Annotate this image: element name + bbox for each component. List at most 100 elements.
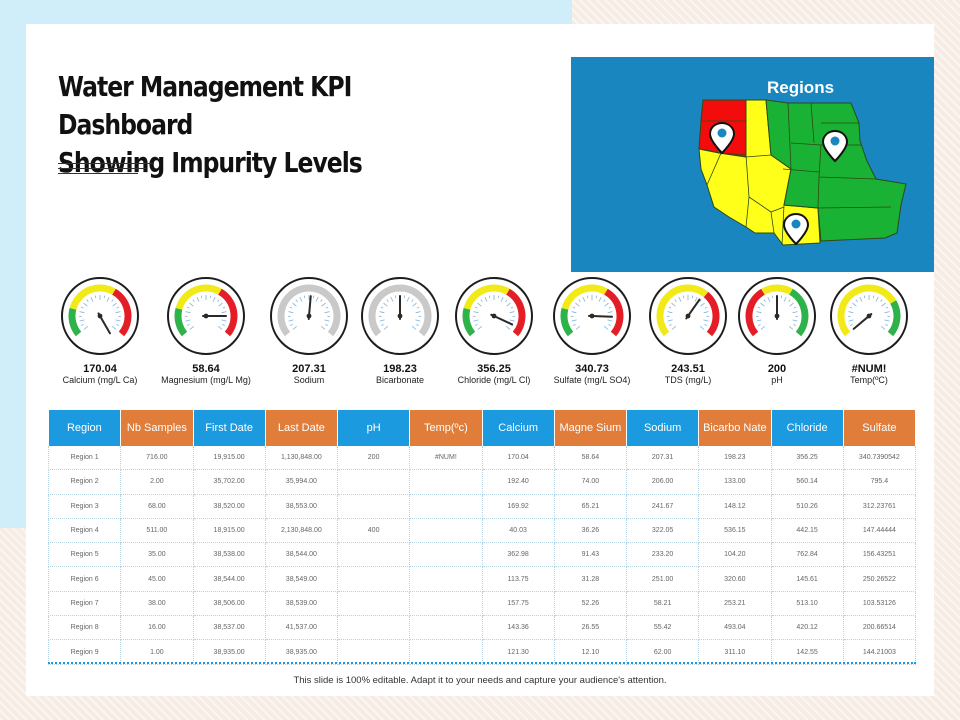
table-cell: 510.26: [771, 494, 844, 519]
gauge-tick: [872, 295, 875, 299]
gauge-tick: [315, 296, 319, 302]
table-cell: [409, 639, 483, 665]
table-cell: 2.00: [120, 469, 194, 495]
table-cell: 1.00: [120, 639, 194, 665]
gauge-tick: [608, 306, 612, 309]
table-cell: 12.10: [554, 639, 628, 665]
gauge-band-green: [68, 307, 82, 337]
column-header: Bicarbo Nate: [698, 410, 772, 446]
gauge-tick: [90, 296, 94, 302]
gauge-hub: [589, 313, 595, 319]
gauge-bicarbonate: 198.23 Bicarbonate: [350, 276, 450, 386]
gauge-tick: [111, 299, 114, 302]
table-cell: 104.20: [698, 542, 772, 568]
gauge-tick: [880, 299, 883, 302]
table-cell: 38,537.00: [193, 615, 266, 641]
table-cell: 362.98: [482, 542, 555, 568]
table-cell: Region 4: [47, 518, 122, 544]
table-cell: 36.26: [554, 518, 628, 544]
gauge-label: pH: [771, 375, 783, 385]
table-cell: 716.00: [120, 446, 194, 471]
gauge-tick: [699, 325, 705, 330]
table-cell: [409, 494, 483, 519]
gauge-tick: [771, 295, 774, 299]
gauge-hub: [866, 313, 872, 319]
gauge-tick: [859, 296, 863, 302]
gauge-tick: [189, 325, 195, 330]
gauge-tick: [324, 311, 330, 314]
gauge-tick: [196, 296, 200, 302]
gauge-calcium: 170.04 Calcium (mg/L Ca): [50, 276, 150, 386]
gauge-tick: [758, 324, 761, 326]
location-pin-southwest: [782, 212, 810, 246]
table-cell: 442.15: [771, 518, 844, 544]
gauge-label: Sulfate (mg/L SO4): [553, 375, 631, 385]
gauge-tick: [292, 325, 298, 330]
table-cell: [409, 566, 483, 592]
gauge-tick: [604, 302, 609, 307]
column-header: Last Date: [265, 410, 339, 446]
table-cell: 536.15: [698, 518, 772, 544]
gauge-tick: [221, 311, 227, 314]
gauge-tick: [497, 295, 500, 299]
gauge-tick: [704, 324, 707, 326]
gauge-temperature: #NUM! Temp(ºC): [819, 276, 919, 386]
table-row: Region 5 35.00 38,538.00 38,544.00 362.98 91.…: [47, 542, 917, 568]
gauge-tick: [288, 319, 294, 322]
gauge-tick: [788, 299, 791, 302]
table-cell: 311.10: [698, 639, 772, 665]
table-cell: 58.21: [626, 591, 700, 617]
gauge-sodium: 207.31 Sodium: [259, 276, 359, 386]
gauge-tick: [756, 311, 762, 314]
gauge-tick: [473, 311, 479, 314]
column-header: Chloride: [771, 410, 844, 446]
gauge-dial: [270, 277, 348, 355]
gauge-tick: [415, 319, 421, 322]
gauge-tick: [289, 306, 293, 309]
gauge-tick: [186, 306, 190, 309]
table-cell: 38,544.00: [265, 542, 339, 568]
gauge-tick: [320, 325, 326, 330]
gauge-tick: [793, 306, 797, 309]
gauge-tick: [500, 296, 504, 302]
table-cell: [409, 591, 483, 617]
column-header: pH: [337, 410, 411, 446]
gauge-tick: [608, 324, 611, 326]
gauge-tick: [667, 311, 673, 314]
column-header: Sodium: [626, 410, 700, 446]
gauge-tick: [390, 296, 394, 302]
gauge-tick: [793, 324, 796, 326]
gauge-tick: [379, 311, 385, 314]
gauge-tick: [217, 299, 220, 302]
gauge-tick: [81, 324, 84, 326]
table-cell: 340.7390542: [843, 446, 917, 471]
gauge-tick: [303, 295, 306, 299]
table-cell: 156.43251: [843, 542, 917, 568]
location-pin-northwest: [708, 121, 736, 155]
table-cell: 144.21003: [843, 639, 917, 665]
gauge-label: TDS (mg/L): [664, 375, 712, 385]
gauge-value: 243.51: [671, 363, 705, 375]
gauge-value: #NUM!: [851, 363, 887, 375]
gauge-tick: [290, 324, 293, 326]
title-decoration-lines: [58, 163, 154, 178]
gauge-tick: [288, 311, 294, 314]
gauge-tick: [474, 306, 478, 309]
gauge-tick: [325, 324, 328, 326]
gauge-tick: [767, 296, 771, 302]
gauge-value: 356.25: [477, 363, 511, 375]
gauge-tick: [880, 325, 886, 330]
column-header: Nb Samples: [120, 410, 194, 446]
table-bottom-border: [48, 662, 916, 667]
table-cell: 157.75: [482, 591, 555, 617]
column-header: Temp(ºc): [409, 410, 483, 446]
gauge-band-yellow: [656, 284, 709, 337]
table-cell: 62.00: [626, 639, 700, 665]
gauge-magnesium: 58.64 Magnesium (mg/L Mg): [156, 276, 256, 386]
table-cell: 41,537.00: [265, 615, 339, 641]
table-cell: 35,994.00: [265, 469, 339, 495]
table-cell: 513.10: [771, 591, 844, 617]
table-cell: 38,549.00: [265, 566, 339, 592]
gauge-hub: [203, 313, 209, 319]
gauge-dial: [830, 277, 908, 355]
